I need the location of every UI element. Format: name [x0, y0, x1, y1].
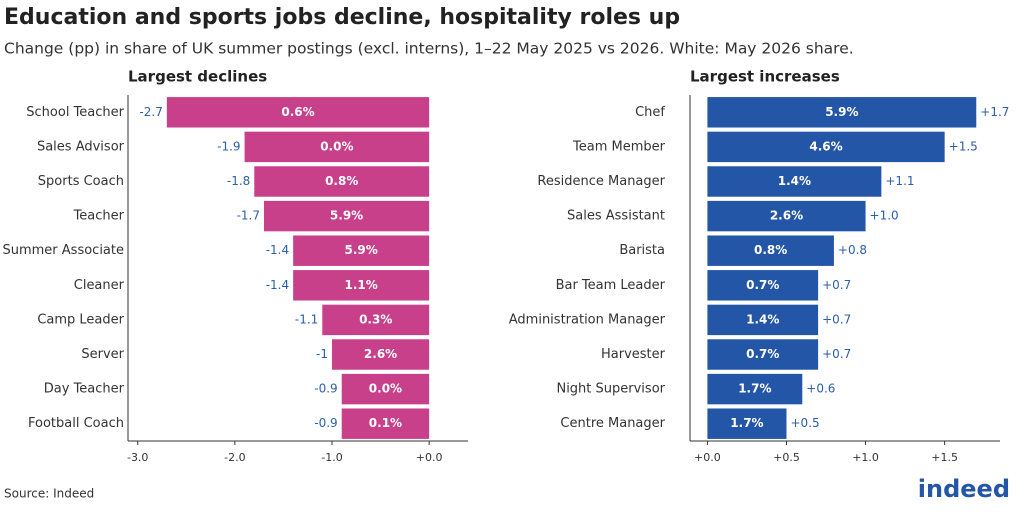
bar — [293, 235, 430, 266]
value-label: -1 — [316, 347, 328, 361]
y-tick-label: Summer Associate — [2, 243, 124, 258]
value-label: -0.9 — [314, 382, 337, 396]
share-label: 0.0% — [320, 139, 353, 153]
bar — [166, 97, 430, 128]
y-tick-label: Bar Team Leader — [556, 278, 666, 293]
bar — [707, 408, 787, 439]
share-label: 5.9% — [345, 243, 378, 257]
value-label: +1.7 — [980, 105, 1009, 119]
bar — [341, 373, 430, 405]
bar — [322, 304, 430, 336]
share-label: 1.4% — [746, 312, 779, 326]
panel-title: Largest declines — [128, 68, 267, 86]
share-label: 0.0% — [369, 382, 402, 396]
value-label: +0.8 — [838, 243, 867, 257]
y-tick-label: Night Supervisor — [556, 382, 665, 397]
share-label: 1.1% — [345, 278, 378, 292]
bar — [707, 270, 819, 301]
value-label: -1.4 — [266, 278, 289, 292]
value-label: -2.7 — [139, 105, 162, 119]
share-label: 5.9% — [825, 105, 858, 119]
y-tick-label: Day Teacher — [44, 382, 125, 397]
x-tick-label: -1.0 — [321, 451, 342, 464]
y-tick-label: Centre Manager — [560, 416, 665, 431]
value-label: +1.1 — [885, 174, 914, 188]
value-label: -1.1 — [295, 312, 318, 326]
y-tick-label: Server — [81, 347, 124, 362]
logo: indeed — [918, 475, 1010, 503]
value-label: +0.7 — [822, 312, 851, 326]
bar — [707, 304, 819, 336]
x-tick-label: -2.0 — [224, 451, 245, 464]
value-label: -1.7 — [237, 209, 260, 223]
bar — [254, 166, 430, 197]
bar — [244, 131, 430, 163]
y-tick-label: School Teacher — [26, 105, 124, 120]
y-tick-label: Sales Assistant — [567, 209, 665, 224]
value-label: +1.0 — [870, 209, 899, 223]
bar — [341, 408, 430, 439]
y-tick-label: Cleaner — [74, 278, 125, 293]
value-label: +0.6 — [806, 382, 835, 396]
bar — [707, 200, 866, 232]
y-tick-label: Sales Advisor — [37, 139, 125, 154]
share-label: 4.6% — [809, 139, 842, 153]
bar — [707, 97, 977, 128]
share-label: 2.6% — [364, 347, 397, 361]
share-label: 5.9% — [330, 209, 363, 223]
value-label: -1.8 — [227, 174, 250, 188]
bar — [293, 270, 430, 301]
x-tick-label: -3.0 — [127, 451, 148, 464]
x-tick-label: +1.5 — [931, 451, 958, 464]
value-label: -1.9 — [217, 139, 240, 153]
share-label: 1.7% — [730, 416, 763, 430]
bar — [332, 339, 430, 370]
share-label: 0.1% — [369, 416, 402, 430]
source: Source: Indeed — [4, 487, 94, 501]
panel-title: Largest increases — [690, 68, 840, 86]
share-label: 0.7% — [746, 278, 779, 292]
y-tick-label: Football Coach — [28, 416, 124, 431]
share-label: 0.6% — [281, 105, 314, 119]
share-label: 0.8% — [325, 174, 358, 188]
share-label: 0.7% — [746, 347, 779, 361]
x-tick-label: +1.0 — [852, 451, 879, 464]
share-label: 0.3% — [359, 312, 392, 326]
share-label: 1.4% — [778, 174, 811, 188]
bar — [707, 373, 803, 405]
y-tick-label: Chef — [635, 105, 665, 120]
x-tick-label: +0.0 — [416, 451, 443, 464]
bar — [707, 166, 882, 197]
y-tick-label: Sports Coach — [38, 174, 124, 189]
value-label: +1.5 — [949, 139, 978, 153]
share-label: 2.6% — [770, 209, 803, 223]
bar — [707, 131, 945, 163]
y-tick-label: Teacher — [73, 209, 125, 224]
value-label: +0.5 — [790, 416, 819, 430]
value-label: -1.4 — [266, 243, 289, 257]
value-label: +0.7 — [822, 278, 851, 292]
y-tick-label: Team Member — [572, 139, 666, 154]
x-tick-label: +0.0 — [694, 451, 721, 464]
value-label: +0.7 — [822, 347, 851, 361]
y-tick-label: Harvester — [601, 347, 666, 362]
share-label: 0.8% — [754, 243, 787, 257]
y-tick-label: Residence Manager — [537, 174, 665, 189]
y-tick-label: Camp Leader — [37, 312, 124, 327]
y-tick-label: Administration Manager — [509, 312, 666, 327]
value-label: -0.9 — [314, 416, 337, 430]
y-tick-label: Barista — [619, 243, 665, 258]
bar — [264, 200, 430, 232]
bar — [707, 235, 834, 266]
share-label: 1.7% — [738, 382, 771, 396]
chart-title: Education and sports jobs decline, hospi… — [4, 5, 680, 30]
chart-subtitle: Change (pp) in share of UK summer postin… — [4, 40, 854, 58]
bar — [707, 339, 819, 370]
x-tick-label: +0.5 — [773, 451, 800, 464]
